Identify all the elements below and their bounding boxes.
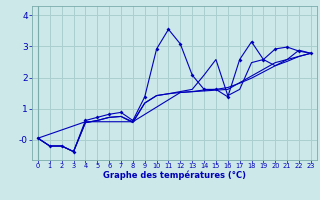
- X-axis label: Graphe des températures (°C): Graphe des températures (°C): [103, 171, 246, 180]
